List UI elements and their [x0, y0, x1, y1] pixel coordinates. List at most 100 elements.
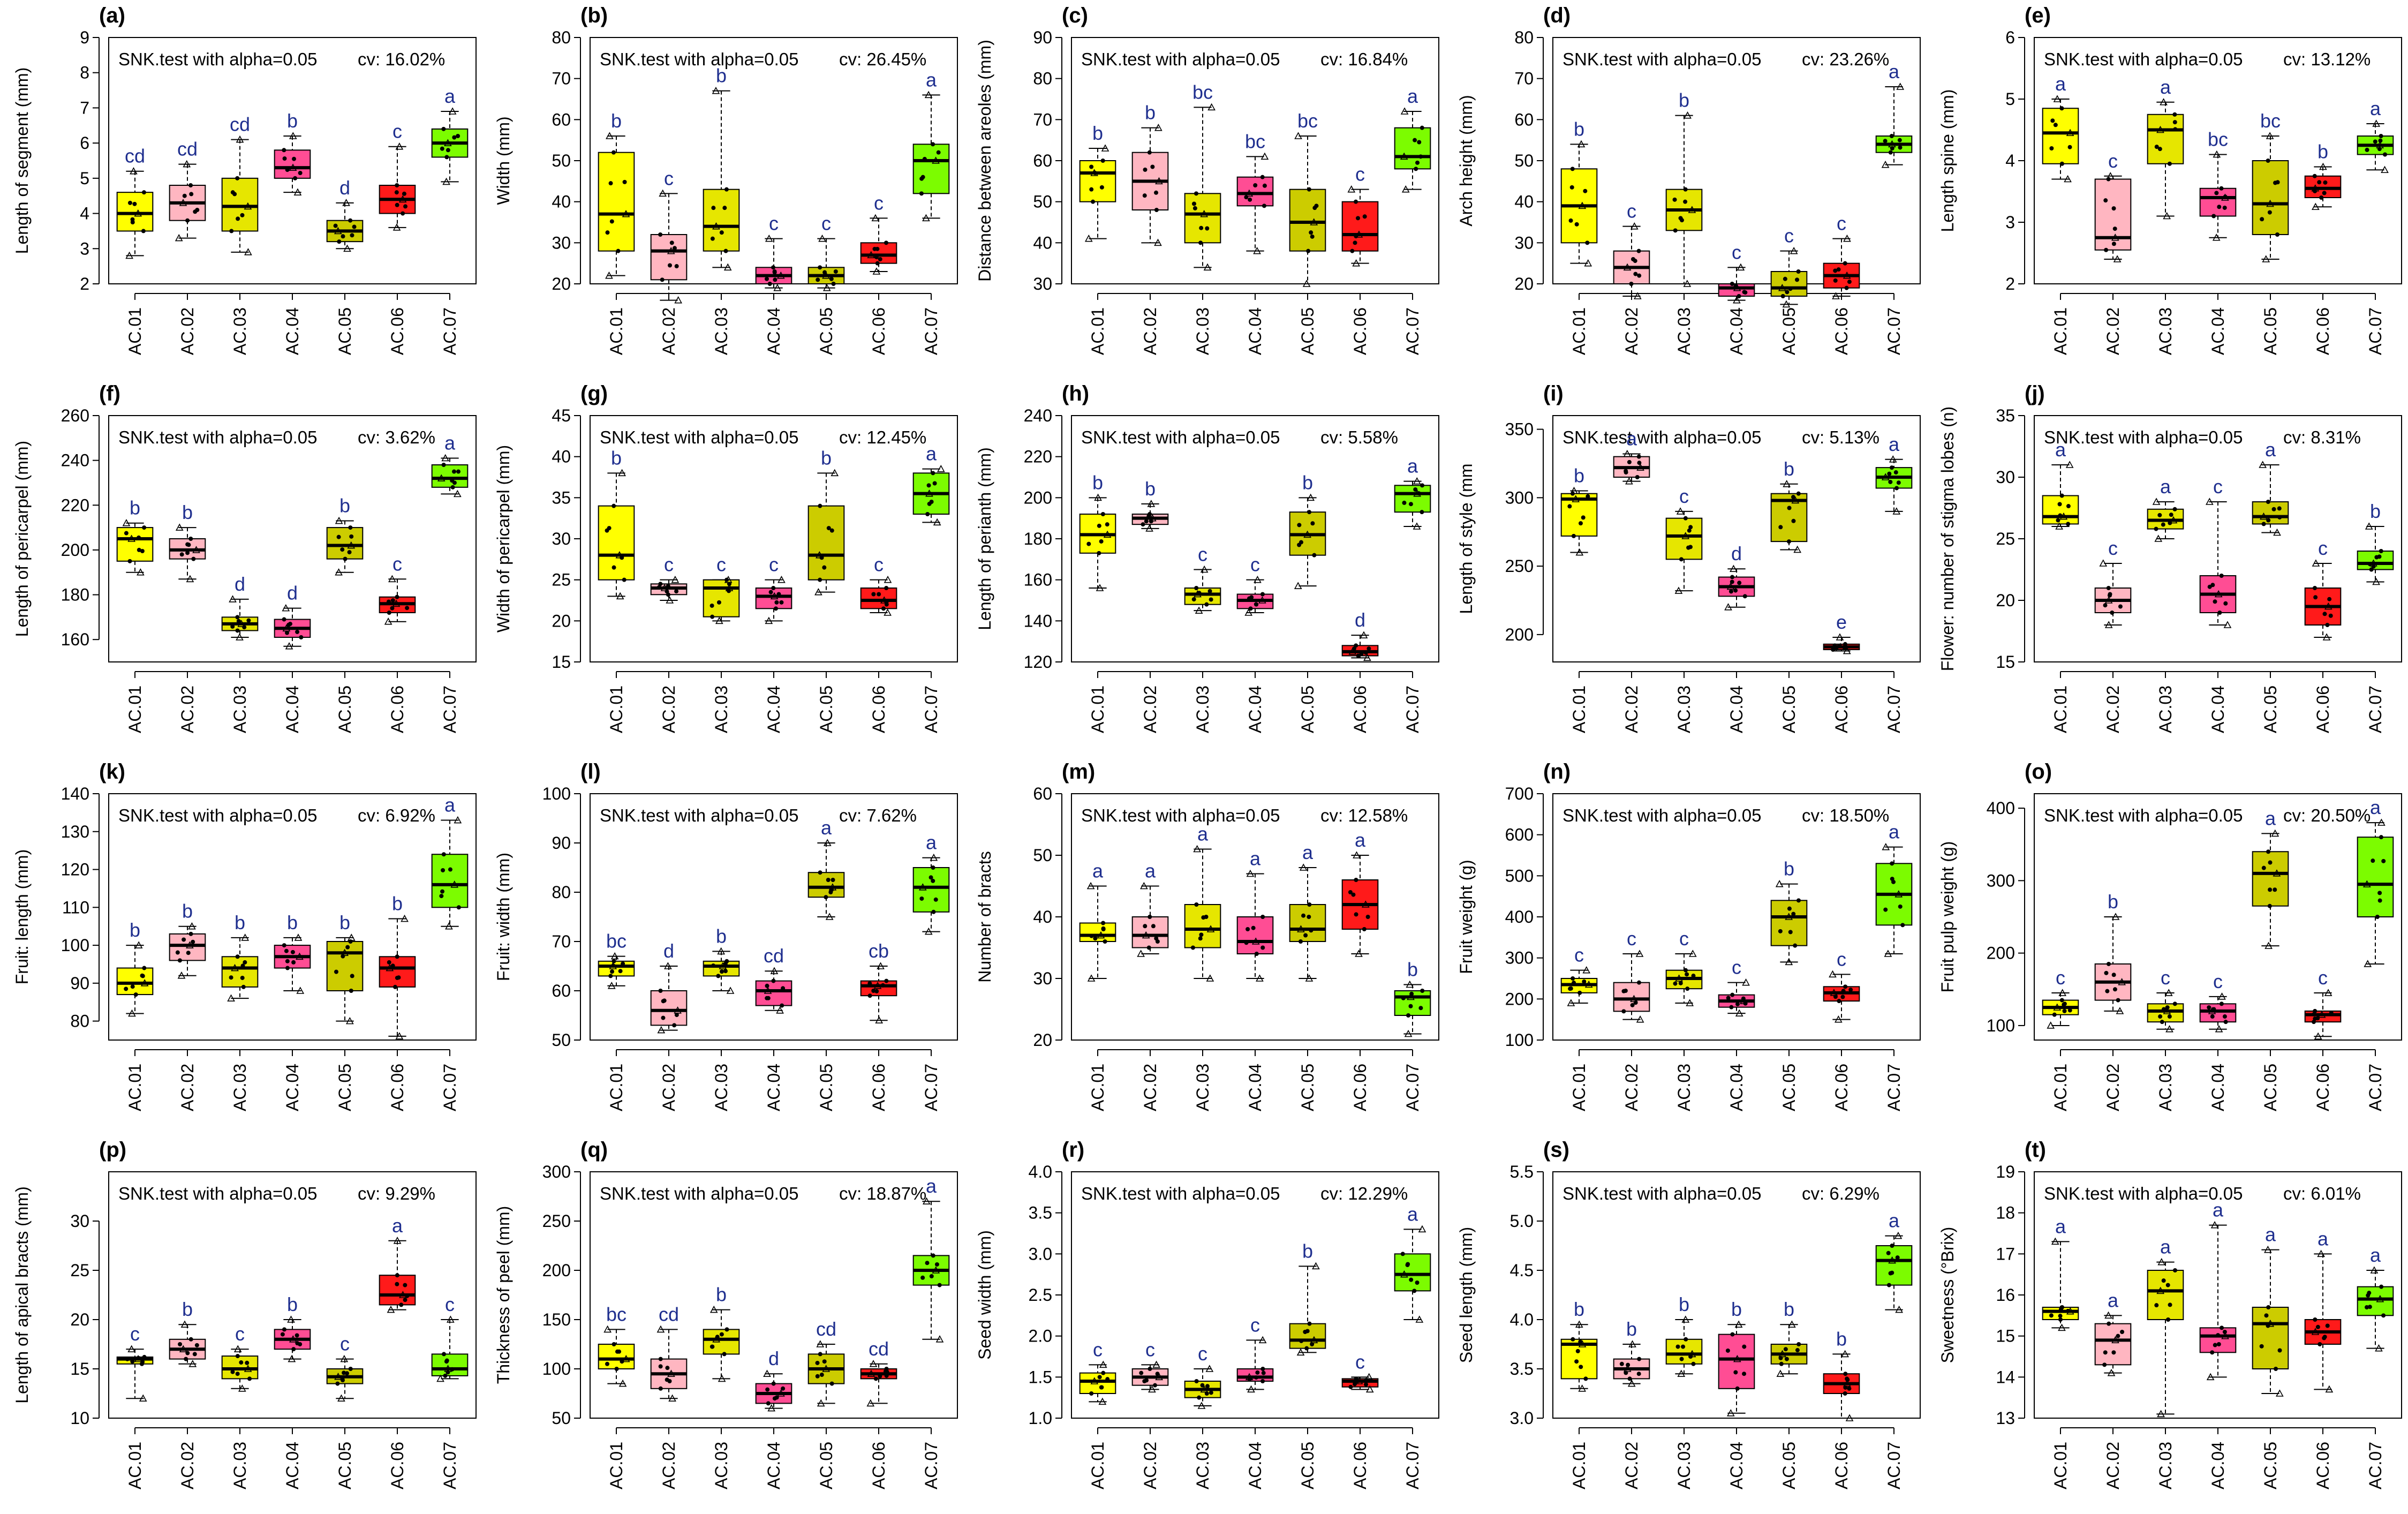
- data-point: [1254, 602, 1258, 607]
- significance-letter: e: [1836, 611, 1847, 633]
- box-group: c: [1341, 1351, 1379, 1393]
- significance-letter: c: [821, 213, 831, 235]
- data-point: [403, 204, 408, 209]
- data-point: [2053, 123, 2058, 127]
- data-point: [2223, 601, 2228, 606]
- data-point: [1307, 915, 1311, 919]
- data-point-triangle: [1155, 177, 1163, 185]
- x-tick-label: AC.02: [2103, 1442, 2123, 1489]
- data-point-triangle: [2053, 1003, 2062, 1011]
- data-point-triangle: [335, 516, 343, 524]
- x-tick-label: AC.02: [1622, 686, 1641, 733]
- data-point: [878, 257, 882, 261]
- x-tick-label: AC.01: [125, 1064, 145, 1111]
- data-point: [1568, 986, 1573, 991]
- y-tick-label: 35: [552, 488, 571, 507]
- data-point: [2066, 504, 2071, 509]
- x-tick-label: AC.01: [1569, 307, 1589, 355]
- cv-label: cv: 6.29%: [1802, 1184, 1879, 1203]
- test-label: SNK.test with alpha=0.05: [600, 805, 798, 825]
- data-point: [1582, 979, 1587, 984]
- data-point-triangle: [188, 922, 196, 930]
- data-point: [137, 535, 141, 540]
- data-point: [1577, 990, 1582, 995]
- data-point-triangle: [1404, 1029, 1413, 1037]
- significance-letter: c: [2161, 967, 2170, 989]
- x-tick-label: AC.04: [1245, 1064, 1265, 1111]
- data-point: [1687, 528, 1692, 533]
- box-rect: [221, 956, 259, 988]
- data-point: [452, 135, 457, 140]
- significance-letter: b: [1574, 465, 1584, 487]
- data-point: [1888, 1271, 1893, 1276]
- data-point-triangle: [2375, 1344, 2383, 1352]
- data-point: [2172, 120, 2177, 125]
- box-group: b: [2094, 891, 2132, 1014]
- data-point: [1305, 1329, 1310, 1334]
- box-group: bc: [598, 1303, 635, 1387]
- significance-letter: b: [339, 495, 350, 517]
- data-point-triangle: [2165, 1025, 2173, 1033]
- data-point-triangle: [2318, 1010, 2326, 1018]
- significance-letter: cd: [230, 114, 250, 135]
- data-point: [881, 606, 886, 611]
- data-point: [1635, 475, 1640, 479]
- panel-label: (h): [1062, 382, 1089, 405]
- data-point: [2268, 887, 2273, 892]
- data-point-triangle: [1258, 596, 1266, 604]
- data-point-triangle: [2266, 199, 2274, 207]
- data-point: [1574, 1359, 1579, 1364]
- data-point: [1097, 551, 1101, 555]
- box-group: a: [2147, 476, 2184, 542]
- data-point: [403, 1283, 407, 1287]
- y-tick-label: 200: [542, 1261, 571, 1280]
- data-point: [230, 624, 235, 629]
- data-point: [2373, 139, 2377, 144]
- data-point-triangle: [932, 156, 940, 164]
- data-point: [337, 239, 342, 244]
- panel-label: (r): [1062, 1138, 1084, 1162]
- data-point: [2102, 1362, 2107, 1367]
- plot-frame: [108, 793, 477, 1041]
- data-point-triangle: [2212, 233, 2221, 241]
- data-point-triangle: [605, 271, 613, 279]
- data-point-triangle: [1310, 1336, 1318, 1344]
- x-tick-label: AC.01: [1569, 1064, 1589, 1111]
- data-point: [674, 264, 679, 269]
- data-point: [608, 974, 613, 978]
- cv-label: cv: 6.01%: [2283, 1184, 2361, 1203]
- box-group: c: [1184, 544, 1221, 614]
- data-point: [933, 897, 938, 902]
- data-point-triangle: [1894, 1231, 1903, 1239]
- data-point-triangle: [726, 986, 735, 994]
- x-tick-label: AC.04: [283, 307, 302, 355]
- chart-svg: (k)SNK.test with alpha=0.05 cv: 6.92%8090…: [12, 760, 477, 1111]
- chart-svg: (o)SNK.test with alpha=0.05 cv: 20.50%100…: [1938, 760, 2402, 1111]
- data-point: [188, 537, 193, 541]
- data-point: [1154, 208, 1159, 212]
- data-point-triangle: [823, 839, 832, 846]
- data-point-triangle: [767, 1404, 776, 1412]
- x-tick-label: AC.05: [1298, 686, 1317, 733]
- box-group: bc: [598, 930, 635, 989]
- box-rect: [1289, 904, 1326, 942]
- significance-letter: b: [2108, 891, 2118, 913]
- data-point: [2116, 1334, 2120, 1338]
- x-tick-label: AC.01: [1088, 686, 1107, 733]
- data-point-triangle: [244, 248, 252, 255]
- data-point: [295, 1341, 300, 1346]
- box-group: a: [379, 1215, 416, 1313]
- chart-panel: (c) SNK.test with alpha=0.05 cv: 16.84% 30 4…: [963, 0, 1444, 378]
- y-tick-label: 15: [552, 652, 571, 672]
- data-point: [132, 201, 137, 206]
- data-point-triangle: [816, 1340, 825, 1347]
- data-point: [674, 589, 679, 594]
- data-point: [1627, 460, 1632, 464]
- chart-svg: (m)SNK.test with alpha=0.05 cv: 12.58%203…: [975, 760, 1439, 1111]
- data-point-triangle: [2206, 1373, 2215, 1381]
- data-point: [1633, 1000, 1638, 1005]
- data-point: [1310, 234, 1315, 239]
- data-point: [815, 1374, 820, 1379]
- data-point-triangle: [935, 1335, 944, 1343]
- data-point-triangle: [1726, 1409, 1735, 1417]
